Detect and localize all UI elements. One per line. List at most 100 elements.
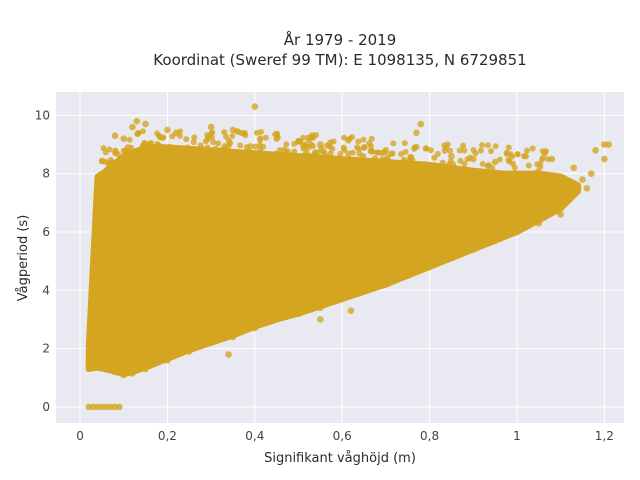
scatter-texture-point <box>158 143 165 150</box>
scatter-texture-point <box>241 129 248 136</box>
scatter-texture-point <box>401 140 408 147</box>
scatter-point <box>98 359 106 367</box>
scatter-point <box>338 295 346 303</box>
scatter-texture-point <box>197 142 204 149</box>
scatter-texture-point <box>492 143 499 150</box>
scatter-point <box>448 152 455 160</box>
scatter-texture-point <box>489 165 496 172</box>
scatter-texture-point <box>399 160 406 167</box>
scatter-point <box>426 263 433 271</box>
scatter-texture-point <box>355 138 362 145</box>
scatter-texture-point <box>256 141 263 148</box>
scatter-texture-point <box>524 147 531 154</box>
scatter-texture-point <box>534 168 541 175</box>
x-tick-label: 0,8 <box>420 429 439 443</box>
scatter-point <box>295 138 302 145</box>
scatter-texture-point <box>461 160 468 167</box>
scatter-texture-point <box>479 142 486 149</box>
scatter-texture-point <box>257 146 264 153</box>
scatter-texture-point <box>340 144 347 151</box>
scatter-texture-point <box>326 143 333 150</box>
scatter-texture-point <box>506 158 513 165</box>
scatter-point <box>85 356 93 364</box>
scatter-texture-point <box>225 143 232 150</box>
scatter-texture-point <box>422 161 429 168</box>
scatter-point <box>413 129 420 137</box>
y-tick-label: 8 <box>42 167 50 181</box>
scatter-texture-point <box>276 147 283 154</box>
scatter-texture-point <box>136 148 143 155</box>
scatter-point <box>124 144 132 151</box>
scatter-point <box>491 237 499 245</box>
scatter-point <box>142 120 149 128</box>
scatter-texture-point <box>221 129 228 136</box>
scatter-texture-point <box>457 157 464 164</box>
scatter-point <box>129 123 136 131</box>
scatter-point <box>566 182 573 189</box>
scatter-texture-point <box>441 142 448 149</box>
x-axis-label: Signifikant våghöjd (m) <box>264 451 416 466</box>
scatter-texture-point <box>126 136 133 143</box>
scatter-texture-point <box>496 156 503 163</box>
scatter-texture-point <box>302 141 309 148</box>
scatter-texture-point <box>349 149 356 156</box>
scatter-texture-point <box>203 147 210 154</box>
scatter-point <box>185 348 193 355</box>
scatter-point <box>273 316 280 323</box>
scatter-point <box>102 184 110 192</box>
scatter-texture-point <box>484 142 491 149</box>
scatter-texture-point <box>337 150 344 157</box>
x-tick-label: 0,6 <box>333 429 352 443</box>
scatter-texture-point <box>345 150 352 157</box>
scatter-texture-point <box>384 153 391 160</box>
scatter-point <box>111 368 119 376</box>
scatter-texture-point <box>166 143 173 150</box>
scatter-point <box>129 370 136 377</box>
scatter-texture-point <box>366 140 373 147</box>
scatter-point <box>587 170 595 177</box>
scatter-point <box>317 316 324 323</box>
scatter-point <box>142 365 149 373</box>
scatter-point <box>133 117 141 125</box>
scatter-point <box>251 324 259 332</box>
scatter-point <box>120 371 128 379</box>
scatter-point <box>317 141 324 148</box>
scatter-texture-point <box>98 158 105 165</box>
scatter-point <box>120 135 128 142</box>
y-tick-label: 2 <box>42 342 50 356</box>
scatter-point <box>404 272 412 280</box>
scatter-point <box>570 164 578 172</box>
scatter-texture-point <box>360 136 367 143</box>
scatter-texture-point <box>456 147 463 154</box>
scatter-texture-point <box>190 139 197 146</box>
scatter-point <box>116 403 123 411</box>
scatter-texture-point <box>212 145 219 152</box>
scatter-texture-point <box>324 153 331 160</box>
scatter-texture-point <box>402 148 409 155</box>
scatter-texture-point <box>514 151 521 158</box>
scatter-texture-point <box>305 134 312 141</box>
scatter-texture-point <box>464 156 471 163</box>
scatter-texture-point <box>283 141 290 148</box>
scatter-point <box>207 339 215 347</box>
scatter-texture-point <box>525 162 532 169</box>
scatter-cloud <box>85 128 582 378</box>
scatter-texture-point <box>281 146 288 153</box>
scatter-texture-point <box>106 146 113 153</box>
scatter-point <box>251 103 259 110</box>
scatter-point <box>417 120 425 128</box>
scatter-point <box>85 362 93 370</box>
scatter-point <box>98 173 106 180</box>
scatter-texture-point <box>470 147 477 154</box>
scatter-point <box>491 158 499 166</box>
scatter-texture-point <box>348 134 355 141</box>
scatter-point <box>229 333 237 341</box>
scatter-texture-point <box>368 135 375 142</box>
scatter-point <box>317 304 324 312</box>
scatter-point <box>382 147 390 154</box>
scatter-texture-point <box>534 161 541 168</box>
scatter-texture-point <box>543 148 550 155</box>
scatter-texture-point <box>107 160 114 167</box>
scatter-texture-point <box>354 144 361 151</box>
